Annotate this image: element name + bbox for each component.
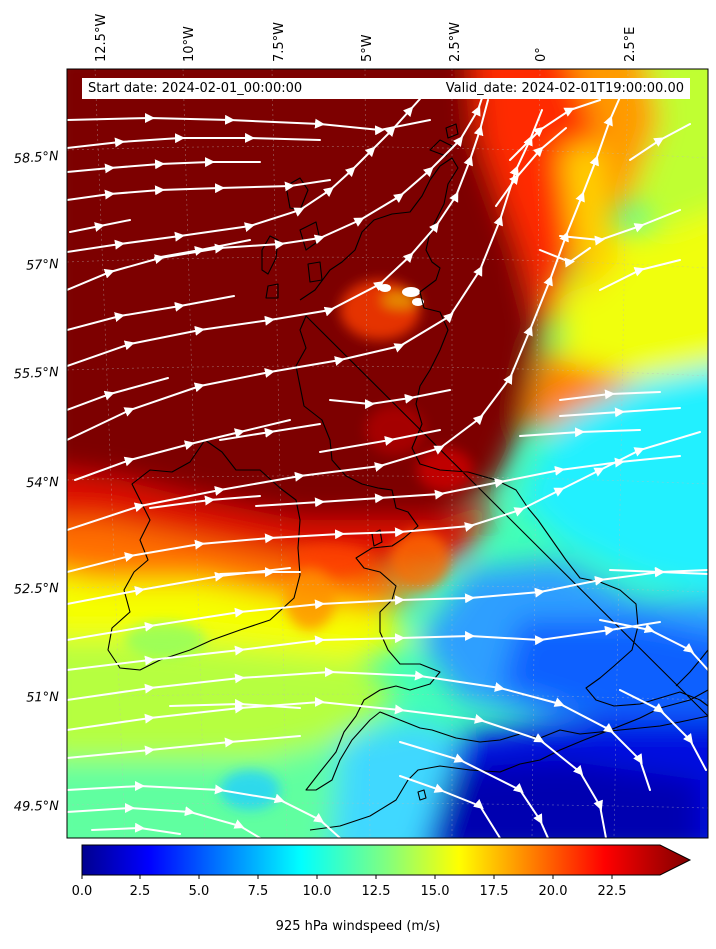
map-frame xyxy=(66,68,709,839)
cb-tick-label: 0.0 xyxy=(72,884,93,899)
lat-label: 54°N xyxy=(26,475,60,491)
start-date-label: Start date: 2024-02-01_00:00:00 xyxy=(88,81,303,96)
colorbar: 0.0 2.5 5.0 7.5 10.0 12.5 15.0 17.5 20.0… xyxy=(72,844,692,899)
cb-tick-label: 5.0 xyxy=(189,884,210,899)
windspeed-field xyxy=(67,69,708,838)
lat-label: 57°N xyxy=(26,257,60,274)
cb-tick-label: 12.5 xyxy=(362,884,391,899)
lat-label: 52.5°N xyxy=(13,581,59,598)
lon-label: 2.5°E xyxy=(623,27,638,62)
colorbar-tick-labels: 0.0 2.5 5.0 7.5 10.0 12.5 15.0 17.5 20.0… xyxy=(72,884,627,899)
lon-label: 7.5°W xyxy=(272,22,287,62)
cb-tick-label: 15.0 xyxy=(421,884,450,899)
lon-label: 5°W xyxy=(360,34,375,62)
colorbar-ticks xyxy=(81,875,613,879)
colorbar-ramp xyxy=(81,844,692,876)
cb-tick-label: 2.5 xyxy=(130,884,151,899)
date-info-box: Start date: 2024-02-01_00:00:00 Valid_da… xyxy=(82,78,690,99)
colorbar-title: 925 hPa windspeed (m/s) xyxy=(275,919,441,934)
longitude-labels: 12.5°W 10°W 7.5°W 5°W 2.5°W 0° 2.5°E xyxy=(94,14,638,62)
lon-label: 0° xyxy=(534,47,549,62)
cb-tick-label: 10.0 xyxy=(303,884,332,899)
valid-date-label: Valid_date: 2024-02-01T19:00:00.00 xyxy=(445,81,684,96)
cb-tick-label: 22.5 xyxy=(598,884,627,899)
lat-label: 49.5°N xyxy=(14,799,60,815)
cb-tick-label: 17.5 xyxy=(480,884,509,899)
lon-label: 2.5°W xyxy=(448,22,463,62)
lon-label: 10°W xyxy=(182,26,197,62)
lat-label: 55.5°N xyxy=(13,365,59,382)
lon-label: 12.5°W xyxy=(94,14,109,62)
lat-label: 58.5°N xyxy=(13,149,59,167)
cb-tick-label: 7.5 xyxy=(248,884,269,899)
latitude-labels: 58.5°N 57°N 55.5°N 54°N 52.5°N 51°N 49.5… xyxy=(13,149,59,815)
cb-tick-label: 20.0 xyxy=(539,884,568,899)
lat-label: 51°N xyxy=(26,690,59,706)
streamlines xyxy=(67,79,708,838)
